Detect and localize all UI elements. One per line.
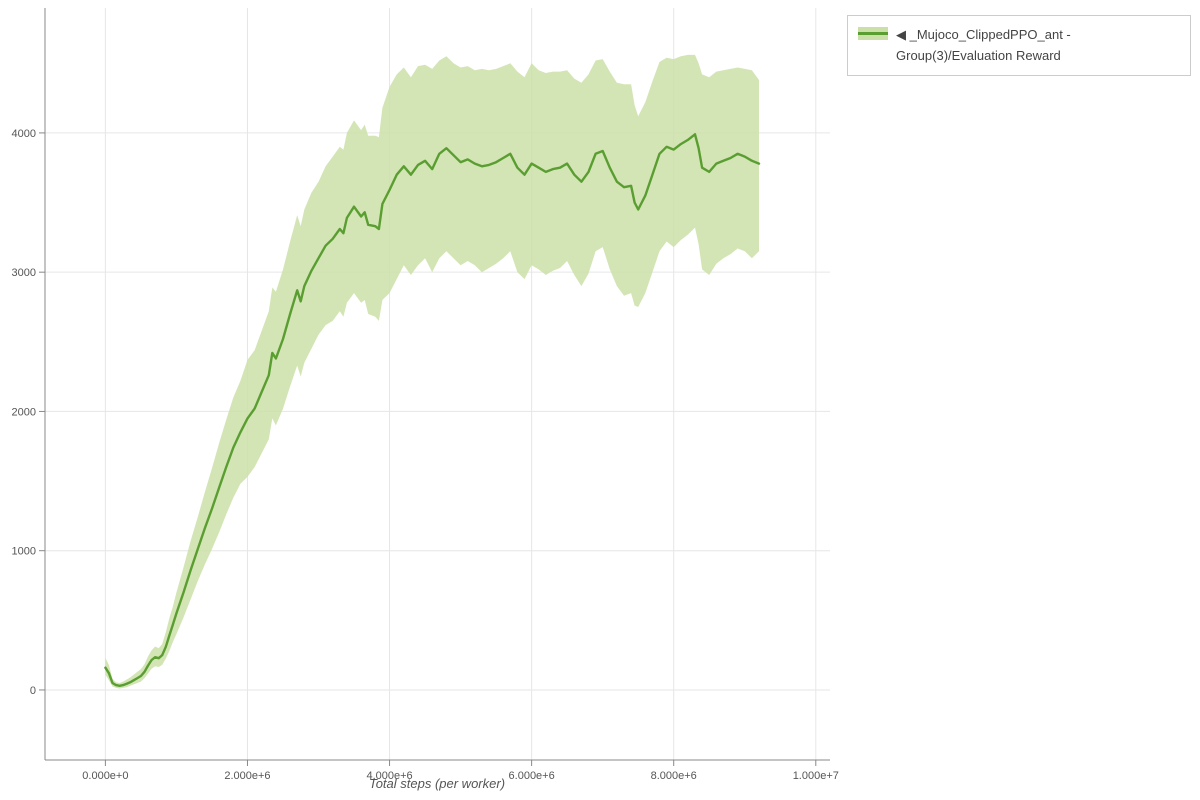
legend: ◀ _Mujoco_ClippedPPO_ant - Group(3)/Eval… bbox=[847, 15, 1191, 76]
x-tick-label: 4.000e+6 bbox=[366, 770, 412, 782]
y-tick-label: 2000 bbox=[12, 406, 36, 418]
x-tick-label: 1.000e+7 bbox=[793, 770, 839, 782]
series-line[interactable] bbox=[104, 133, 761, 687]
y-tick-label: 3000 bbox=[12, 267, 36, 279]
x-axis-label: Total steps (per worker) bbox=[369, 776, 505, 791]
legend-label: ◀ _Mujoco_ClippedPPO_ant - Group(3)/Eval… bbox=[896, 27, 1071, 64]
x-tick-label: 8.000e+6 bbox=[651, 770, 697, 782]
x-tick-label: 6.000e+6 bbox=[509, 770, 555, 782]
legend-swatch-line bbox=[858, 32, 888, 35]
legend-swatch-band bbox=[858, 27, 888, 40]
legend-item[interactable]: ◀ _Mujoco_ClippedPPO_ant - Group(3)/Eval… bbox=[858, 24, 1180, 67]
y-tick-label: 1000 bbox=[12, 546, 36, 558]
x-tick-label: 0.000e+0 bbox=[82, 770, 128, 782]
confidence-band bbox=[105, 54, 759, 689]
y-tick-label: 4000 bbox=[12, 128, 36, 140]
y-tick-label: 0 bbox=[30, 685, 36, 697]
x-tick-label: 2.000e+6 bbox=[224, 770, 270, 782]
